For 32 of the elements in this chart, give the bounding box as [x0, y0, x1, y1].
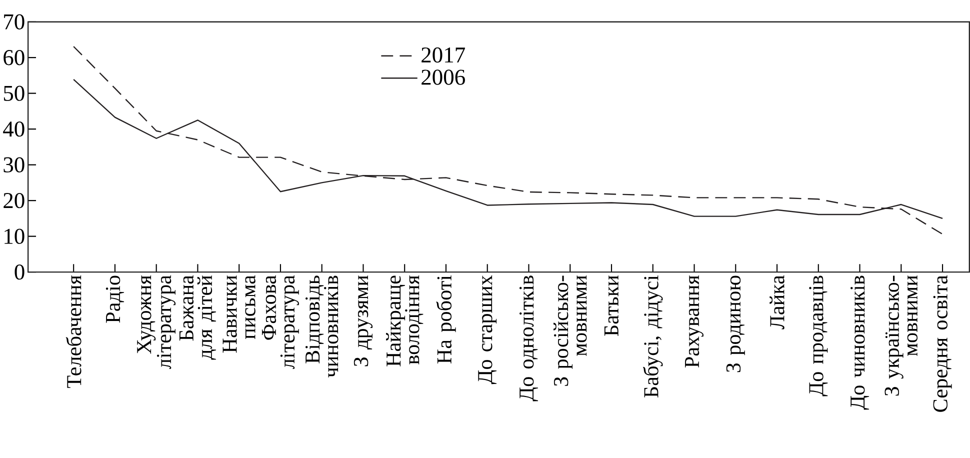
legend-label: 2017: [422, 48, 465, 63]
x-tick-label: Навички письма: [222, 275, 256, 353]
x-tick-label: Радіо: [106, 276, 124, 323]
y-tick-label: 30: [4, 157, 24, 173]
y-tick-label: 0: [14, 264, 24, 280]
legend-label: 2006: [422, 70, 465, 85]
y-tick-label: 40: [3, 122, 24, 137]
x-tick-label: До старших: [478, 275, 497, 384]
y-tick-label: 60: [4, 50, 24, 66]
y-tick-label: 20: [4, 193, 24, 208]
x-tick-label: З друзями: [354, 276, 373, 366]
x-tick-label: Лайка: [770, 275, 784, 330]
x-tick-label: З українсько-мовними: [884, 276, 918, 396]
x-tick-label: Бабусі, дідусі: [643, 275, 663, 398]
x-tick-label: Батьки: [604, 276, 619, 336]
x-tick-label: Середня освіта: [933, 275, 952, 412]
x-tick-label: До однолітків: [519, 276, 538, 402]
y-tick-label: 10: [4, 228, 24, 244]
x-tick-label: Телебачення: [66, 275, 82, 388]
y-tick-label: 70: [4, 14, 24, 30]
y-tick-label: 50: [4, 86, 24, 102]
x-tick-label: До чиновників: [850, 276, 870, 410]
x-tick-label: Відповідь чиновників: [305, 276, 338, 378]
x-tick-label: З родиною: [726, 276, 745, 372]
x-tick-label: Художня література: [137, 275, 176, 370]
x-tick-label: Бажана для дітей: [179, 275, 216, 360]
x-tick-label: На роботі: [436, 275, 456, 364]
x-tick-label: Фахова література: [262, 275, 299, 370]
x-tick-label: З російсько-мовними: [554, 276, 587, 386]
x-tick-label: До продавців: [809, 276, 828, 396]
x-tick-label: Рахування: [685, 275, 704, 368]
x-tick-label: Найкраще володіння: [386, 275, 424, 367]
